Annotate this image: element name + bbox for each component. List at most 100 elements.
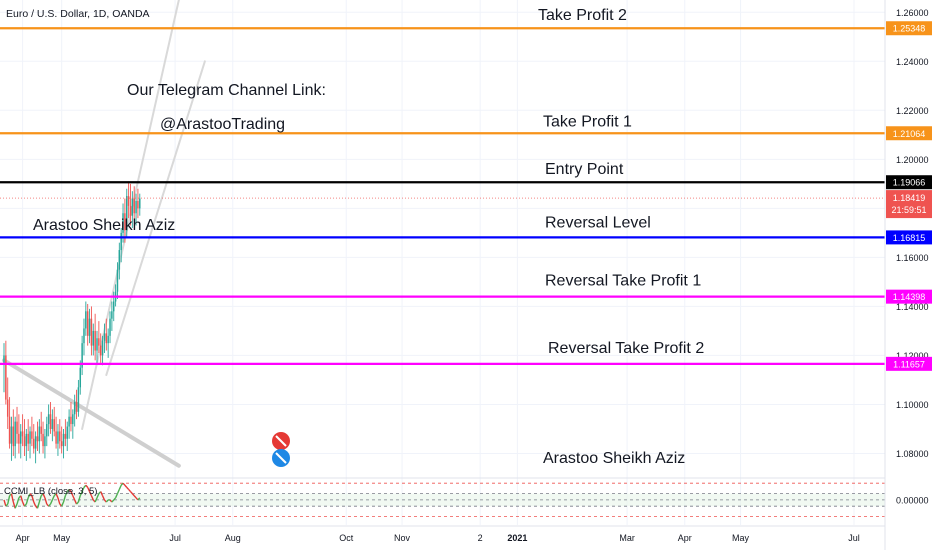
candle-body <box>47 414 50 425</box>
candle-body <box>137 201 139 209</box>
indicator-segment <box>23 503 27 507</box>
level-label: Take Profit 2 <box>538 7 627 24</box>
time-tick-label: 2021 <box>507 533 527 543</box>
indicator-label[interactable]: CCMI_LB (close, 3, 5) <box>4 486 97 497</box>
indicator-segment <box>76 501 79 505</box>
current-price-text: 1.18419 <box>893 193 926 203</box>
candle-body <box>49 414 52 429</box>
candle-body <box>109 318 111 336</box>
candle-body <box>120 232 122 251</box>
candle-body <box>33 438 35 449</box>
level-label: Reversal Level <box>545 214 651 231</box>
indicator-segment <box>105 499 109 503</box>
indicator-segment <box>36 501 41 509</box>
time-tick-label: Jul <box>848 533 860 543</box>
time-tick-label: Jul <box>169 533 181 543</box>
indicator-segment <box>55 493 59 499</box>
level-price-tag <box>886 356 932 371</box>
candle-body <box>72 414 74 425</box>
indicator-segment <box>77 495 81 503</box>
candle-body <box>90 318 93 346</box>
indicator-segment <box>87 487 91 492</box>
candle-body <box>14 421 16 447</box>
symbol-title[interactable]: Euro / U.S. Dollar, 1D, OANDA <box>6 8 150 20</box>
candle-body <box>64 433 67 439</box>
indicator-tick-label: 0.00000 <box>896 495 929 505</box>
indicator-segment <box>79 491 83 497</box>
candle-body <box>96 338 98 351</box>
indicator-segment <box>12 501 16 509</box>
candle-layer <box>3 181 141 464</box>
indicator-segment <box>62 495 67 503</box>
indicator-segment <box>133 495 137 499</box>
indicator-segment <box>114 493 119 499</box>
indicator-segment <box>48 503 52 507</box>
candle-body <box>107 335 109 344</box>
level-price-tag-text: 1.21064 <box>893 129 926 139</box>
time-tick-label: May <box>53 533 71 543</box>
time-tick-label: 2 <box>478 533 483 543</box>
level-label: Take Profit 1 <box>543 113 632 130</box>
indicator-segment <box>14 503 18 509</box>
time-tick-label: Mar <box>619 533 635 543</box>
candle-body <box>60 441 63 447</box>
candle-body <box>53 419 55 432</box>
candle-body <box>116 269 119 292</box>
candle-body <box>98 338 100 346</box>
candle-body <box>99 345 102 356</box>
candle-body <box>59 431 61 442</box>
indicator-segment <box>10 493 14 503</box>
channel-line <box>105 60 206 377</box>
indicator-band <box>0 493 885 507</box>
candle-body <box>34 436 37 449</box>
candle-body <box>81 343 83 368</box>
candle-body <box>135 201 137 214</box>
price-tick-label: 1.22000 <box>896 106 929 116</box>
candle-body <box>68 416 70 427</box>
time-tick-label: Oct <box>339 533 354 543</box>
candle-body <box>124 213 126 231</box>
indicator-segment <box>42 493 46 499</box>
candle-body <box>73 402 76 415</box>
indicator-segment <box>20 495 24 503</box>
indicator-pane <box>0 482 885 518</box>
candle-body <box>112 301 115 312</box>
candle-body <box>44 436 46 447</box>
indicator-segment <box>122 482 126 486</box>
candle-body <box>38 426 41 442</box>
logo-mark <box>275 435 287 464</box>
indicator-segment <box>85 484 89 488</box>
level-label: Reversal Take Profit 2 <box>548 340 704 357</box>
indicator-segment <box>94 497 98 503</box>
candle-body <box>85 311 87 329</box>
candle-body <box>103 333 106 341</box>
indicator-segment <box>124 484 128 488</box>
level-price-tag-text: 1.19066 <box>893 178 926 188</box>
indicator-segment <box>29 493 33 497</box>
telegram-handle: @ArastooTrading <box>160 116 285 133</box>
indicator-segment <box>111 499 115 503</box>
indicator-segment <box>81 487 85 492</box>
candle-body <box>92 330 95 346</box>
candle-body <box>70 416 72 425</box>
indicator-segment <box>57 497 61 505</box>
candle-body <box>55 431 57 444</box>
candle-body <box>42 433 44 447</box>
indicator-segment <box>44 497 48 505</box>
candle-body <box>122 213 124 233</box>
price-tick-label: 1.24000 <box>896 57 929 67</box>
level-price-tag-text: 1.25348 <box>893 24 926 34</box>
price-tick-label: 1.26000 <box>896 8 929 18</box>
time-tick-label: Apr <box>16 533 30 543</box>
candle-body <box>16 421 18 434</box>
indicator-segment <box>25 497 29 505</box>
indicator-segment <box>38 495 42 503</box>
candle-body <box>27 433 29 444</box>
time-axis[interactable]: Apr May Jul Aug Oct Nov 2 2021 Mar Apr May Jul <box>16 533 860 543</box>
level-price-tag <box>886 21 932 36</box>
level-price-tag <box>886 175 932 190</box>
candle-body <box>36 436 39 442</box>
indicator-segment <box>61 501 65 507</box>
candle-body <box>83 328 85 344</box>
